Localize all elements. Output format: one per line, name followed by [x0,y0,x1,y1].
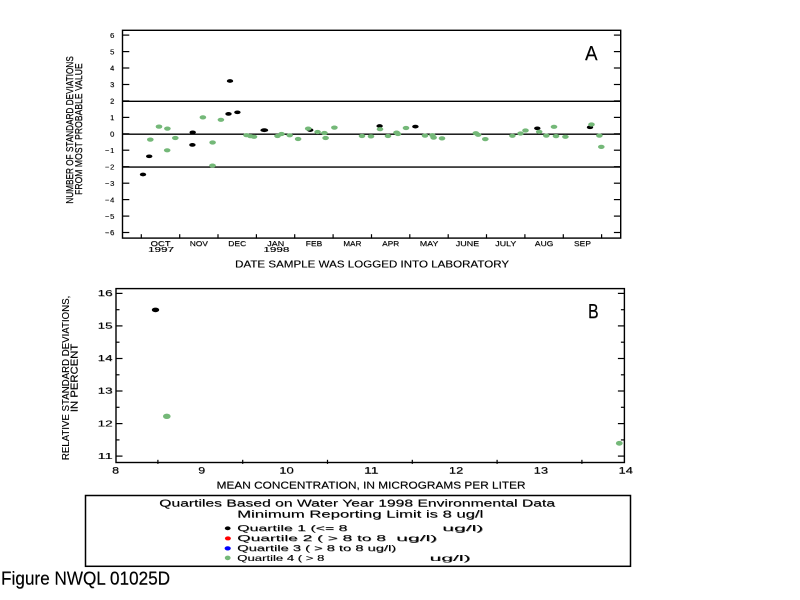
svg-text:JAN: JAN [267,239,284,248]
svg-text:SEP: SEP [574,239,591,248]
svg-text:Quartile 1 (<= 8: Quartile 1 (<= 8 [237,523,348,533]
svg-text:0: 0 [110,130,115,139]
svg-text:−1: −1 [105,146,115,155]
svg-text:13: 13 [98,387,114,396]
svg-text:15: 15 [98,322,114,331]
svg-text:11: 11 [364,466,379,476]
svg-text:FEB: FEB [306,239,323,248]
svg-text:DATE SAMPLE WAS LOGGED INTO LA: DATE SAMPLE WAS LOGGED INTO LABORATORY [235,259,509,270]
svg-text:−6: −6 [105,228,115,237]
svg-text:−3: −3 [105,179,115,188]
svg-text:4: 4 [110,64,115,73]
svg-text:MAR: MAR [343,239,362,248]
svg-text:NUMBER OF STANDARD DEVIATIONS: NUMBER OF STANDARD DEVIATIONS [65,56,76,204]
svg-text:1: 1 [110,113,115,122]
svg-text:RELATIVE STANDARD DEVIATIONS,: RELATIVE STANDARD DEVIATIONS, [61,296,72,460]
svg-text:ug/l): ug/l) [396,533,437,543]
svg-text:A: A [585,43,598,65]
svg-text:14: 14 [98,354,114,363]
svg-text:Minimum Reporting Limit is 8 u: Minimum Reporting Limit is 8 ug/l [237,510,483,521]
svg-text:Quartile 3 ( > 8 to 8 ug/l): Quartile 3 ( > 8 to 8 ug/l) [237,543,396,553]
svg-text:Quartile 2 ( > 8 to 8: Quartile 2 ( > 8 to 8 [237,533,386,543]
svg-text:−5: −5 [105,212,115,221]
svg-text:5: 5 [110,47,115,56]
svg-text:11: 11 [98,452,114,461]
svg-text:AUG: AUG [535,239,554,248]
svg-text:3: 3 [110,80,115,89]
svg-text:APR: APR [382,239,400,248]
svg-text:2: 2 [110,97,115,106]
svg-text:8: 8 [112,466,119,476]
svg-text:10: 10 [279,466,294,476]
svg-text:Figure NWQL 01025D: Figure NWQL 01025D [1,569,170,589]
svg-text:6: 6 [110,31,115,40]
svg-text:NOV: NOV [190,239,208,248]
svg-text:B: B [588,301,599,323]
svg-text:DEC: DEC [228,239,247,248]
svg-text:Quartiles Based on Water Year: Quartiles Based on Water Year 1998 Envir… [159,499,555,510]
svg-text:−2: −2 [105,162,115,171]
svg-text:9: 9 [198,466,205,476]
svg-text:MEAN CONCENTRATION, IN MICROGR: MEAN CONCENTRATION, IN MICROGRAMS PER LI… [217,481,526,492]
svg-text:16: 16 [98,289,114,298]
svg-text:−4: −4 [105,195,115,204]
svg-text:ug/l): ug/l) [430,553,471,563]
svg-text:JUNE: JUNE [456,239,480,248]
svg-text:IN PERCENT: IN PERCENT [70,344,81,412]
svg-text:OCT: OCT [151,239,172,248]
svg-text:ug/l): ug/l) [442,523,483,533]
svg-text:14: 14 [618,466,633,476]
svg-text:12: 12 [98,419,114,428]
svg-text:1998: 1998 [263,245,289,254]
svg-text:13: 13 [534,466,549,476]
svg-text:Quartile 4 ( > 8: Quartile 4 ( > 8 [237,553,325,563]
svg-text:12: 12 [449,466,464,476]
svg-text:1997: 1997 [148,245,174,254]
svg-text:JULY: JULY [495,239,516,248]
svg-text:FROM MOST PROBABLE VALUE: FROM MOST PROBABLE VALUE [74,63,85,195]
svg-text:MAY: MAY [420,239,439,248]
